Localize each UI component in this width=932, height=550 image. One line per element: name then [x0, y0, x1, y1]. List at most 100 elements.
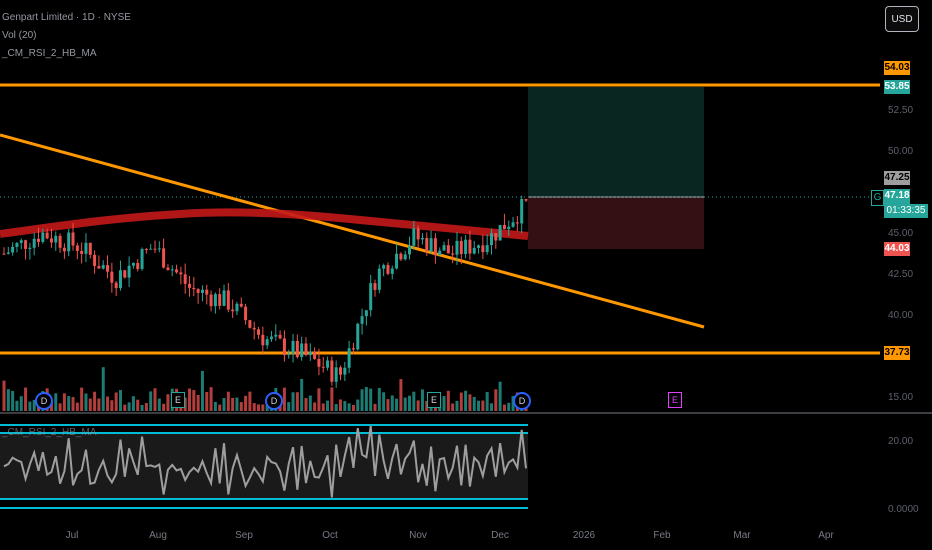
- candle[interactable]: [196, 289, 200, 293]
- candle[interactable]: [373, 283, 377, 290]
- candle[interactable]: [369, 283, 373, 311]
- candle[interactable]: [481, 245, 485, 253]
- candle[interactable]: [334, 367, 338, 382]
- candle[interactable]: [265, 339, 269, 346]
- candle[interactable]: [390, 268, 394, 274]
- candle[interactable]: [58, 235, 62, 248]
- candle[interactable]: [175, 269, 179, 273]
- candle[interactable]: [269, 336, 273, 340]
- candle[interactable]: [295, 340, 299, 358]
- dividend-marker-icon[interactable]: D: [513, 392, 531, 410]
- candle[interactable]: [438, 250, 442, 256]
- currency-button[interactable]: USD: [885, 6, 919, 32]
- candle[interactable]: [170, 269, 174, 271]
- candle[interactable]: [464, 239, 468, 255]
- candle[interactable]: [248, 320, 252, 328]
- candle[interactable]: [498, 224, 502, 241]
- candle[interactable]: [114, 282, 118, 289]
- candle[interactable]: [24, 240, 28, 249]
- candle[interactable]: [382, 265, 386, 269]
- candle[interactable]: [347, 348, 351, 368]
- candle[interactable]: [308, 351, 312, 356]
- candle[interactable]: [153, 248, 157, 250]
- candle[interactable]: [343, 367, 347, 375]
- candle[interactable]: [131, 262, 135, 266]
- candle[interactable]: [54, 235, 58, 243]
- candle[interactable]: [235, 303, 239, 312]
- earnings-marker-icon[interactable]: E: [427, 392, 441, 408]
- candle[interactable]: [403, 254, 407, 260]
- candle[interactable]: [524, 199, 528, 201]
- candle[interactable]: [213, 294, 217, 307]
- candle[interactable]: [412, 228, 416, 246]
- candle[interactable]: [192, 287, 196, 290]
- candle[interactable]: [395, 253, 399, 269]
- candle[interactable]: [37, 238, 41, 242]
- candle[interactable]: [446, 245, 450, 254]
- candle[interactable]: [433, 238, 437, 256]
- candle[interactable]: [97, 266, 101, 269]
- candle[interactable]: [106, 265, 110, 272]
- candle[interactable]: [231, 309, 235, 312]
- candle[interactable]: [502, 224, 506, 230]
- legend-volume[interactable]: Vol (20): [2, 30, 37, 41]
- legend-oscillator[interactable]: _CM_RSI_2_HB_MA: [2, 427, 97, 438]
- candle[interactable]: [278, 334, 282, 339]
- candle[interactable]: [459, 240, 463, 255]
- candle[interactable]: [252, 327, 256, 330]
- candle[interactable]: [80, 250, 84, 254]
- candle[interactable]: [140, 249, 144, 269]
- legend-indicator[interactable]: _CM_RSI_2_HB_MA: [2, 48, 97, 59]
- candle[interactable]: [179, 272, 183, 275]
- candle[interactable]: [209, 294, 213, 307]
- candle[interactable]: [118, 270, 122, 289]
- candle[interactable]: [45, 232, 49, 239]
- candle[interactable]: [511, 222, 515, 227]
- candle[interactable]: [356, 323, 360, 350]
- candle[interactable]: [507, 226, 511, 230]
- candle[interactable]: [489, 233, 493, 246]
- symbol-marker[interactable]: G: [871, 190, 884, 206]
- candle[interactable]: [183, 274, 187, 284]
- candle[interactable]: [88, 242, 92, 255]
- candle[interactable]: [123, 270, 127, 278]
- candle[interactable]: [330, 360, 334, 382]
- candle[interactable]: [200, 289, 204, 293]
- earnings-marker-icon[interactable]: E: [171, 392, 185, 408]
- candle[interactable]: [326, 360, 330, 368]
- candle[interactable]: [442, 245, 446, 251]
- dividend-marker-icon[interactable]: D: [265, 392, 283, 410]
- earnings-future-marker-icon[interactable]: E: [668, 392, 682, 408]
- stop-zone[interactable]: [528, 197, 704, 249]
- candle[interactable]: [149, 248, 153, 250]
- candle[interactable]: [226, 290, 230, 310]
- candle[interactable]: [41, 232, 45, 242]
- candle[interactable]: [420, 237, 424, 240]
- candle[interactable]: [472, 247, 476, 254]
- candle[interactable]: [485, 245, 489, 253]
- candle[interactable]: [360, 316, 364, 324]
- candle[interactable]: [455, 240, 459, 255]
- candle[interactable]: [2, 253, 6, 255]
- candle[interactable]: [110, 271, 114, 283]
- candle[interactable]: [261, 334, 265, 346]
- candle[interactable]: [84, 242, 88, 254]
- candle[interactable]: [157, 248, 161, 250]
- candle[interactable]: [162, 248, 166, 268]
- candle[interactable]: [351, 348, 355, 350]
- candle[interactable]: [205, 289, 209, 295]
- candle[interactable]: [304, 343, 308, 356]
- candle[interactable]: [386, 265, 390, 274]
- candle[interactable]: [515, 222, 519, 224]
- candle[interactable]: [49, 238, 53, 243]
- candle[interactable]: [257, 329, 261, 335]
- candle[interactable]: [429, 238, 433, 252]
- candle[interactable]: [15, 242, 19, 247]
- candle[interactable]: [425, 237, 429, 252]
- candle[interactable]: [468, 239, 472, 254]
- candle[interactable]: [408, 245, 412, 255]
- candle[interactable]: [287, 353, 291, 356]
- candle[interactable]: [32, 238, 36, 248]
- candle[interactable]: [28, 247, 32, 249]
- candle[interactable]: [282, 338, 286, 356]
